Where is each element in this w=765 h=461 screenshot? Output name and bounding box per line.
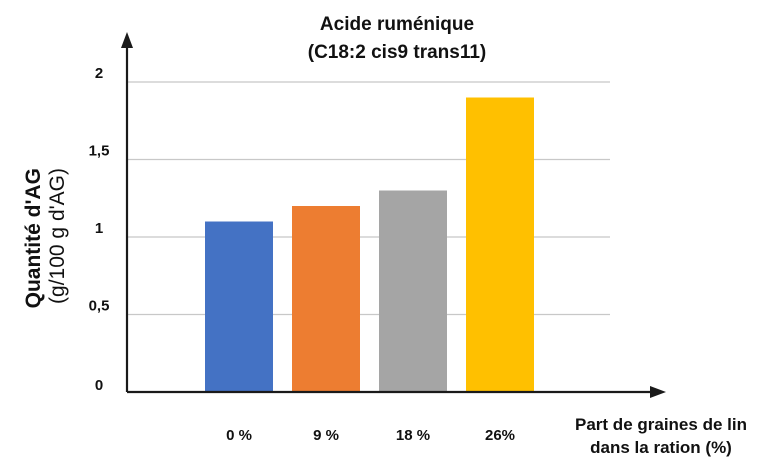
x-category-label: 26% — [485, 427, 515, 444]
x-axis-arrow-icon — [650, 386, 666, 398]
gridlines — [127, 81, 610, 316]
x-category-label: 18 % — [396, 427, 430, 444]
chart-title-line-2: (C18:2 cis9 trans11) — [308, 42, 487, 63]
chart-title-line-1: Acide ruménique — [320, 14, 474, 35]
y-tick-label: 1 — [95, 220, 103, 237]
x-axis-title-line-2: dans la ration (%) — [590, 438, 732, 457]
x-category-label: 0 % — [226, 427, 252, 444]
chart-title: Acide ruménique (C18:2 cis9 trans11) — [308, 14, 487, 63]
bar — [379, 190, 447, 392]
x-axis-title: Part de graines de lin dans la ration (%… — [575, 415, 747, 457]
y-axis-title-unit: (g/100 g d'AG) — [46, 168, 69, 304]
y-axis-title: Quantité d'AG (g/100 g d'AG) — [22, 164, 69, 309]
y-axis-title-text: Quantité d'AG (g/100 g d'AG) — [22, 164, 69, 309]
y-tick-label: 2 — [95, 65, 103, 82]
y-tick-label: 0 — [95, 377, 103, 394]
y-tick-labels: 0 0,5 1 1,5 2 — [89, 65, 110, 394]
x-category-label: 9 % — [313, 427, 339, 444]
x-axis-title-line-1: Part de graines de lin — [575, 415, 747, 434]
y-tick-label: 0,5 — [89, 298, 110, 315]
y-axis-title-main: Quantité d'AG — [22, 168, 45, 308]
bars — [205, 97, 534, 392]
y-tick-label: 1,5 — [89, 143, 110, 160]
bar — [466, 97, 534, 392]
bar — [292, 206, 360, 392]
axes — [121, 32, 666, 398]
x-category-labels: 0 % 9 % 18 % 26% — [226, 427, 515, 444]
y-axis-arrow-icon — [121, 32, 133, 48]
bar — [205, 221, 273, 392]
